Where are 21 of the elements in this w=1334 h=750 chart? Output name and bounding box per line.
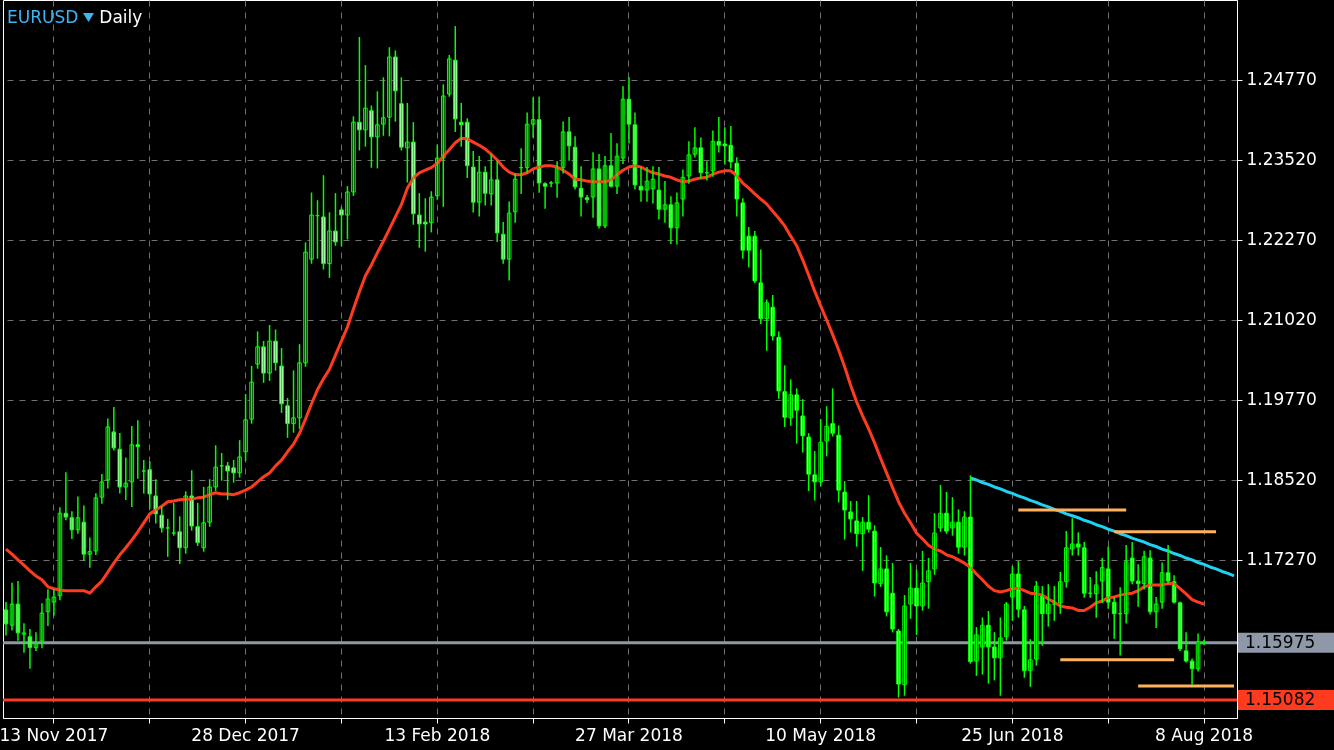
y-tick-label: 1.17270 (1246, 549, 1317, 570)
x-tick-label: 25 Jun 2018 (961, 724, 1064, 745)
y-tick-label: 1.18520 (1246, 469, 1317, 490)
y-tick-label: 1.21020 (1246, 309, 1317, 330)
y-tick-label: 1.19770 (1246, 389, 1317, 410)
candlestick (848, 500, 853, 533)
ref-line-label: 1.15975 (1245, 631, 1316, 652)
ref-line-label: 1.15082 (1245, 688, 1316, 709)
chart-title: EURUSD (7, 7, 79, 27)
x-tick-label: 8 Aug 2018 (1155, 724, 1254, 745)
x-tick-label: 13 Nov 2017 (0, 724, 109, 745)
line-series (968, 476, 1236, 578)
candlestick (842, 481, 847, 540)
y-tick-label: 1.24770 (1246, 69, 1317, 90)
x-tick-label: 10 May 2018 (765, 724, 877, 745)
y-tick-label: 1.22270 (1246, 229, 1317, 250)
y-tick-label: 1.23520 (1246, 149, 1317, 170)
x-tick-label: 28 Dec 2017 (191, 724, 300, 745)
x-tick-label: 27 Mar 2018 (575, 724, 683, 745)
chart-subtitle: Daily (99, 7, 143, 27)
x-tick-label: 13 Feb 2018 (384, 724, 491, 745)
